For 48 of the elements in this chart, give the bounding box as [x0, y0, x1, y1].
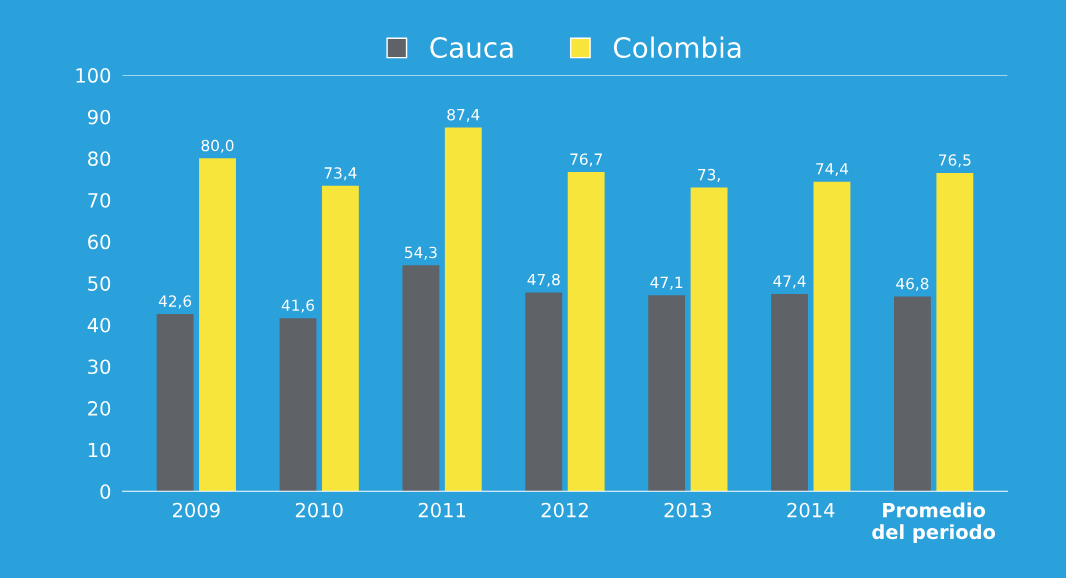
- bar: [771, 294, 808, 492]
- bar: [936, 172, 974, 492]
- data-label: 47,8: [527, 273, 560, 287]
- data-label: 46,8: [896, 277, 929, 291]
- data-label: 73,: [698, 168, 720, 182]
- data-label: 76,5: [939, 154, 971, 168]
- bar: [156, 314, 194, 492]
- data-label: 87,4: [447, 108, 480, 123]
- bar: [525, 292, 563, 492]
- bar: [279, 318, 317, 492]
- bar: [321, 185, 359, 492]
- y-tick-label: 10: [88, 442, 111, 458]
- data-label: 76,7: [570, 153, 602, 167]
- bar: [199, 158, 236, 492]
- y-tick-label: 20: [88, 401, 111, 416]
- y-tick-label: 50: [88, 276, 111, 291]
- x-tick-label: 2010: [295, 502, 343, 518]
- y-tick-label: 40: [87, 317, 111, 333]
- bar: [690, 187, 728, 492]
- bar: [648, 295, 686, 492]
- data-label: 74,4: [816, 163, 849, 177]
- bar: [444, 127, 482, 492]
- x-tick-label: 2009: [173, 502, 220, 518]
- data-label: 80,0: [201, 139, 234, 153]
- x-tick-label: 2014: [787, 502, 835, 518]
- y-tick-label: 90: [87, 109, 111, 125]
- x-tick-label: 2012: [541, 502, 588, 518]
- x-tick-label: 2011: [418, 502, 466, 518]
- bar: [894, 296, 931, 492]
- legend-label: Colombia: [613, 36, 741, 59]
- y-tick-label: 70: [88, 192, 111, 208]
- data-label: 54,3: [405, 246, 437, 260]
- y-tick-label: 80: [88, 151, 111, 167]
- bar: [402, 265, 440, 492]
- x-tick-label: Promedio del periodo: [872, 502, 996, 543]
- data-label: 41,6: [281, 299, 315, 313]
- legend-label: Cauca: [430, 37, 513, 59]
- bar: [567, 172, 605, 492]
- data-label: 47,1: [650, 276, 683, 290]
- x-tick-label: 2013: [664, 502, 712, 518]
- data-label: 42,6: [158, 295, 192, 309]
- data-label: 73,4: [324, 167, 357, 181]
- data-label: 47,4: [773, 275, 806, 289]
- y-tick-label: 0: [100, 484, 111, 499]
- y-tick-label: 30: [88, 359, 111, 375]
- y-tick-label: 60: [88, 234, 111, 250]
- y-tick-label: 100: [76, 68, 111, 83]
- bar: [813, 181, 851, 492]
